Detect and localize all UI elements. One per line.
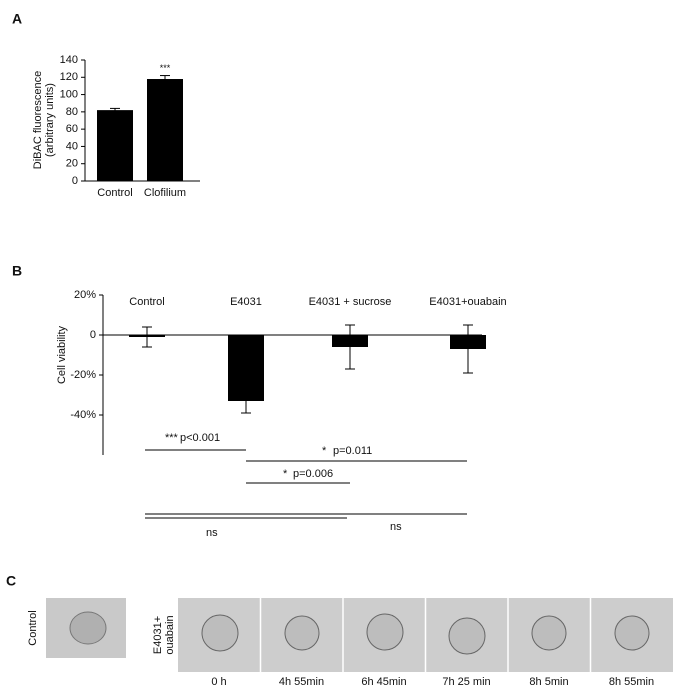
y-tick-label: -40% — [70, 409, 96, 421]
image-frames — [46, 598, 673, 672]
significance: * — [322, 445, 327, 457]
significance: * — [283, 468, 288, 480]
time-label: 4h 55min — [279, 676, 324, 687]
panel-label: B — [12, 263, 22, 279]
y-axis-label: (arbitrary units) — [44, 83, 56, 157]
x-tick-label: Clofilium — [144, 187, 186, 199]
p-value: ns — [206, 527, 218, 539]
y-tick-label: 140 — [60, 54, 78, 66]
y-tick-label: 80 — [66, 106, 78, 118]
y-tick-label: 0 — [72, 175, 78, 187]
y-tick-label: 40 — [66, 140, 78, 152]
panel-label: A — [12, 11, 22, 27]
significance: *** — [165, 432, 179, 444]
y-axis-label: Cell viability — [56, 325, 68, 384]
p-value: p<0.001 — [180, 432, 220, 444]
time-label: 8h 55min — [609, 676, 654, 687]
x-tick-label: E4031+ouabain — [429, 296, 506, 308]
panel-label: C — [6, 573, 16, 589]
x-tick-label: E4031 — [230, 296, 262, 308]
row-label: Control — [27, 610, 39, 645]
y-axis-label: DiBAC fluorescence — [32, 71, 44, 169]
y-tick-label: 20% — [74, 289, 96, 301]
bar — [147, 79, 183, 181]
x-tick-label: Control — [129, 296, 164, 308]
y-tick-label: 120 — [60, 71, 78, 83]
p-value: p=0.011 — [333, 445, 372, 457]
p-value: ns — [390, 521, 402, 533]
significance: *** — [160, 63, 171, 73]
y-tick-label: -20% — [70, 369, 96, 381]
y-tick-label: 60 — [66, 123, 78, 135]
x-tick-label: Control — [97, 187, 132, 199]
bar — [97, 110, 133, 181]
time-label: 8h 5min — [529, 676, 568, 687]
row-label: ouabain — [164, 615, 176, 654]
time-label: 6h 45min — [361, 676, 406, 687]
x-tick-label: E4031 + sucrose — [309, 296, 392, 308]
y-tick-label: 20 — [66, 158, 78, 170]
time-label: 7h 25 min — [442, 676, 490, 687]
row-label: E4031+ — [152, 616, 164, 654]
time-label: 0 h — [211, 676, 226, 687]
y-tick-label: 0 — [90, 329, 96, 341]
p-value: p=0.006 — [293, 468, 333, 480]
y-tick-label: 100 — [60, 88, 78, 100]
